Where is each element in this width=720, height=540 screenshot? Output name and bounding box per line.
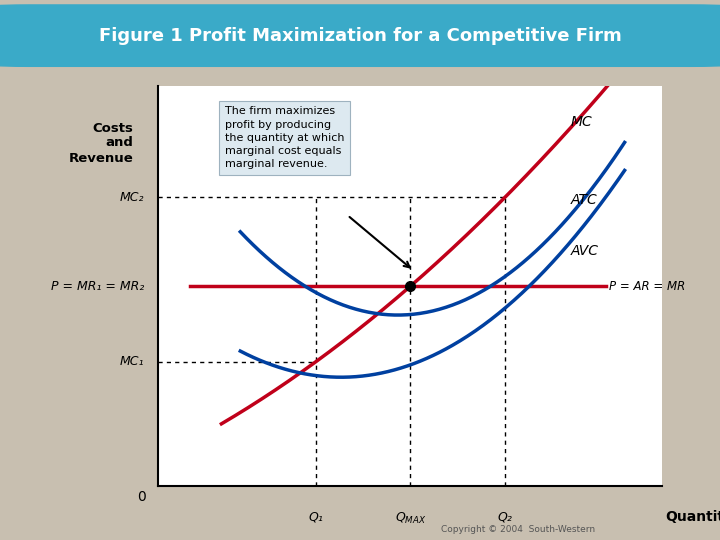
Text: Copyright © 2004  South-Western: Copyright © 2004 South-Western xyxy=(441,524,595,534)
Text: P = AR = MR: P = AR = MR xyxy=(609,280,685,293)
Text: Quantity: Quantity xyxy=(665,510,720,524)
FancyBboxPatch shape xyxy=(0,5,720,66)
Text: AVC: AVC xyxy=(571,244,599,258)
Text: Costs
and
Revenue: Costs and Revenue xyxy=(68,122,133,165)
Text: MC₂: MC₂ xyxy=(120,191,145,204)
Text: Figure 1 Profit Maximization for a Competitive Firm: Figure 1 Profit Maximization for a Compe… xyxy=(99,26,621,45)
Text: The firm maximizes
profit by producing
the quantity at which
marginal cost equal: The firm maximizes profit by producing t… xyxy=(225,106,344,169)
Text: ATC: ATC xyxy=(571,193,598,207)
Text: P = MR₁ = MR₂: P = MR₁ = MR₂ xyxy=(51,280,145,293)
Text: 0: 0 xyxy=(137,490,145,504)
Text: Q₂: Q₂ xyxy=(498,510,513,523)
Text: MC: MC xyxy=(571,116,593,130)
Text: $Q_{MAX}$: $Q_{MAX}$ xyxy=(395,510,426,525)
Text: Q₁: Q₁ xyxy=(308,510,323,523)
Text: MC₁: MC₁ xyxy=(120,355,145,368)
